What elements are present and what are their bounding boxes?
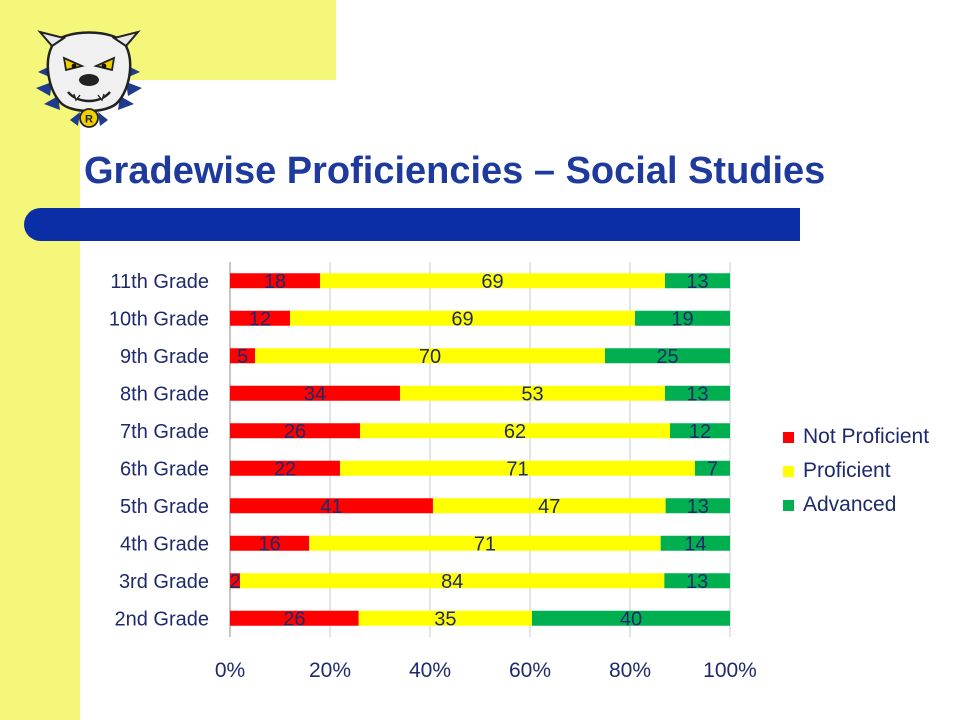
- x-tick-label: 100%: [703, 659, 757, 682]
- legend-swatch: [783, 499, 794, 511]
- data-label: 40: [620, 608, 642, 630]
- bar-segment: [230, 348, 255, 364]
- data-label: 69: [451, 308, 473, 330]
- title-underline-bar: [24, 208, 800, 241]
- bar-segment: [358, 610, 532, 626]
- category-label: 5th Grade: [120, 496, 209, 518]
- bar-segment: [665, 498, 730, 514]
- x-tick-label: 40%: [409, 659, 451, 682]
- data-label: 14: [684, 533, 706, 555]
- bar-segment: [400, 385, 665, 401]
- bar-segment: [320, 273, 665, 289]
- bar-segment: [230, 573, 241, 589]
- bar-segment: [230, 460, 340, 476]
- bar-segment: [670, 423, 730, 439]
- data-label: 13: [686, 571, 708, 593]
- data-label: 53: [521, 383, 543, 405]
- slide-title: Gradewise Proficiencies – Social Studies: [84, 150, 826, 192]
- bar-segment: [660, 535, 730, 551]
- data-label: 5: [237, 346, 248, 368]
- data-label: 26: [284, 421, 306, 443]
- legend-item: Not Proficient: [783, 420, 929, 454]
- data-label: 69: [481, 271, 503, 293]
- x-tick-label: 20%: [309, 659, 351, 682]
- data-label: 35: [434, 608, 456, 630]
- category-label: 8th Grade: [120, 383, 209, 405]
- legend-item: Advanced: [783, 488, 929, 522]
- bar-segment: [230, 535, 310, 551]
- data-label: 25: [656, 346, 678, 368]
- svg-text:R: R: [85, 114, 93, 126]
- x-tick-label: 60%: [509, 659, 551, 682]
- data-label: 7: [707, 458, 718, 480]
- category-label: 4th Grade: [120, 533, 209, 555]
- data-label: 26: [283, 608, 305, 630]
- legend-item: Proficient: [783, 454, 929, 488]
- category-label: 3rd Grade: [119, 571, 209, 593]
- bar-segment: [230, 273, 320, 289]
- category-label: 7th Grade: [120, 421, 209, 443]
- data-label: 62: [504, 421, 526, 443]
- data-label: 16: [258, 533, 280, 555]
- bar-segment: [309, 535, 661, 551]
- bar-segment: [432, 498, 666, 514]
- legend-label: Proficient: [803, 459, 891, 482]
- data-label: 34: [304, 383, 326, 405]
- data-label: 2: [229, 571, 240, 593]
- data-label: 84: [441, 571, 463, 593]
- bar-segment: [340, 460, 695, 476]
- bar-segment: [605, 348, 730, 364]
- data-label: 19: [671, 308, 693, 330]
- bulldog-mascot-logo-icon: R: [36, 30, 142, 128]
- data-label: 22: [274, 458, 296, 480]
- bar-segment: [240, 573, 665, 589]
- category-label: 2nd Grade: [114, 608, 209, 630]
- data-label: 13: [686, 271, 708, 293]
- bar-segment: [230, 610, 359, 626]
- bar-segment: [665, 273, 730, 289]
- data-label: 13: [687, 496, 709, 518]
- bar-segment: [531, 610, 730, 626]
- x-tick-label: 80%: [609, 659, 651, 682]
- x-tick-label: 0%: [215, 659, 245, 682]
- category-label: 9th Grade: [120, 346, 209, 368]
- bar-segment: [230, 385, 400, 401]
- bar-segment: [695, 460, 730, 476]
- bar-segment: [230, 310, 290, 326]
- data-label: 41: [320, 496, 342, 518]
- bar-segment: [255, 348, 605, 364]
- stacked-bar-chart: 0% 20% 40% 60% 80% 100% 11th Grade 18 69 13 10th G…: [109, 262, 757, 682]
- chart-legend: Not Proficient Proficient Advanced: [783, 420, 929, 522]
- legend-swatch: [783, 465, 794, 477]
- legend-swatch: [783, 431, 794, 443]
- bar-segment: [230, 423, 360, 439]
- bar-segment: [664, 573, 730, 589]
- legend-label: Advanced: [803, 493, 897, 516]
- left-accent-band: [0, 0, 80, 720]
- bar-segment: [290, 310, 635, 326]
- category-label: 11th Grade: [110, 271, 209, 293]
- data-label: 12: [249, 308, 271, 330]
- bar-segment: [360, 423, 670, 439]
- data-label: 71: [474, 533, 496, 555]
- bar-segment: [230, 498, 433, 514]
- data-label: 18: [264, 271, 286, 293]
- data-label: 13: [686, 383, 708, 405]
- bar-segment: [635, 310, 730, 326]
- data-label: 47: [538, 496, 560, 518]
- legend-label: Not Proficient: [803, 425, 930, 448]
- data-label: 12: [689, 421, 711, 443]
- bar-segment: [665, 385, 730, 401]
- data-label: 70: [419, 346, 441, 368]
- category-label: 6th Grade: [120, 458, 209, 480]
- category-label: 10th Grade: [109, 308, 209, 330]
- data-label: 71: [506, 458, 528, 480]
